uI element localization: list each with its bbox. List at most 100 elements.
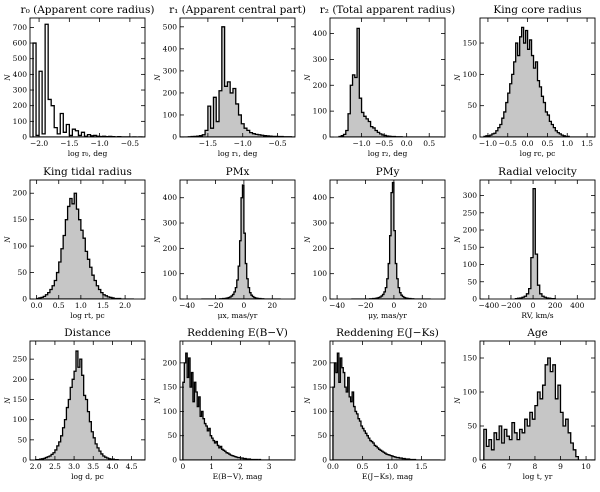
y-tick-label: 700	[13, 23, 28, 32]
y-tick-label: 0	[322, 133, 327, 142]
x-tick-label: −400	[479, 301, 500, 310]
y-tick-label: 150	[313, 383, 328, 392]
panel-title: Reddening E(J−Ks)	[336, 327, 439, 339]
x-tick-label: 3	[267, 462, 272, 471]
y-tick-label: 150	[463, 39, 478, 48]
panel-title: PMx	[226, 166, 250, 178]
y-tick-label: 0	[172, 456, 177, 465]
y-tick-label: 100	[463, 388, 478, 397]
y-tick-label: 100	[463, 260, 478, 269]
x-tick-label: 1.5	[581, 139, 593, 148]
y-tick-label: 300	[313, 219, 328, 228]
x-tick-label: 1.0	[561, 139, 573, 148]
plot-frame	[29, 340, 146, 461]
x-axis-label: log r₁, deg	[218, 149, 258, 158]
x-tick-label: −200	[501, 301, 522, 310]
x-tick-label: −1.5	[60, 139, 78, 148]
panel-title: r₁ (Apparent central part)	[169, 4, 306, 16]
x-tick-label: 1.5	[415, 462, 427, 471]
y-tick-label: 100	[313, 269, 328, 278]
y-axis-label: N	[454, 74, 462, 82]
y-tick-label: 200	[313, 81, 328, 90]
y-tick-label: 50	[317, 431, 327, 440]
y-tick-label: 50	[167, 431, 177, 440]
x-tick-label: 7	[507, 462, 512, 471]
panel-1: r₀ (Apparent core radius) −2.0 −1.5 −1.0 −0.…	[4, 4, 154, 158]
y-axis-label: N	[154, 236, 162, 244]
x-tick-label: 3.0	[68, 462, 80, 471]
x-tick-label: 8	[533, 462, 538, 471]
panel-title: Age	[526, 327, 548, 339]
x-tick-label: 0	[391, 301, 396, 310]
y-tick-label: 400	[163, 193, 178, 202]
histogram-bars	[35, 350, 145, 460]
x-tick-label: 3.5	[87, 462, 99, 471]
y-tick-label: 150	[13, 215, 28, 224]
y-tick-label: 400	[13, 70, 28, 79]
y-axis-label: N	[154, 74, 162, 82]
histogram-bars	[483, 357, 595, 460]
y-tick-label: 100	[13, 242, 28, 251]
histogram-bars	[483, 26, 594, 137]
x-tick-label: 0.0	[31, 301, 43, 310]
y-tick-label: 500	[13, 54, 28, 63]
x-tick-label: 4.5	[126, 462, 138, 471]
panel-title: Radial velocity	[498, 166, 577, 178]
x-axis-label: log r₂, deg	[368, 149, 408, 158]
x-axis-label: log t, yr	[523, 472, 553, 481]
y-axis-label: N	[304, 74, 312, 82]
histogram-bars	[338, 27, 443, 137]
panel-5: King tidal radius 0.0 0.5 1.0 1.5 2.0 0 50 100 15…	[4, 166, 146, 320]
y-tick-label: 0	[322, 456, 327, 465]
plot-frame	[329, 17, 446, 138]
y-tick-label: 400	[313, 193, 328, 202]
panel-title: PMy	[376, 166, 400, 178]
panel-title: r₀ (Apparent core radius)	[21, 4, 155, 16]
x-tick-label: 2.0	[30, 462, 42, 471]
y-tick-label: 250	[463, 208, 478, 217]
y-tick-label: 50	[467, 277, 477, 286]
y-tick-label: 100	[313, 107, 328, 116]
x-axis-label: μx, mas/yr	[218, 311, 258, 320]
histogram-bars	[332, 352, 441, 460]
y-tick-label: 0	[22, 295, 27, 304]
y-axis-label: N	[454, 397, 462, 405]
panel-4: King core radius −1.0 −0.5 0.0 0.5 1.0 1.5 0 50 1…	[454, 4, 596, 158]
y-tick-label: 250	[13, 355, 28, 364]
plot-frame	[329, 340, 446, 461]
y-tick-label: 300	[163, 219, 178, 228]
x-tick-label: −0.5	[268, 139, 286, 148]
x-tick-label: 0	[531, 301, 536, 310]
x-tick-label: −20	[208, 301, 224, 310]
histogram-bars	[182, 352, 293, 460]
x-tick-label: −0.5	[375, 139, 393, 148]
y-axis-label: N	[304, 397, 312, 405]
panel-title: King core radius	[493, 4, 581, 16]
y-tick-label: 200	[463, 226, 478, 235]
x-tick-label: 10	[581, 462, 591, 471]
x-tick-label: 0	[241, 301, 246, 310]
y-tick-label: 200	[163, 244, 178, 253]
x-tick-label: −2.0	[30, 139, 48, 148]
x-tick-label: −0.5	[121, 139, 139, 148]
y-tick-label: 200	[313, 244, 328, 253]
x-tick-label: −20	[358, 301, 374, 310]
y-tick-label: 400	[163, 44, 178, 53]
x-tick-label: 2	[238, 462, 243, 471]
x-tick-label: 6	[481, 462, 486, 471]
x-tick-label: 0.0	[401, 139, 413, 148]
x-axis-label: E(B−V), mag	[213, 472, 263, 481]
panel-title: Reddening E(B−V)	[187, 327, 288, 339]
y-tick-label: 0	[472, 456, 477, 465]
histogram-bars	[180, 26, 295, 137]
y-tick-label: 300	[13, 86, 28, 95]
y-axis-label: N	[4, 74, 12, 82]
x-tick-label: 20	[418, 301, 428, 310]
y-tick-label: 150	[463, 243, 478, 252]
panel-9: Distance 2.0 2.5 3.0 3.5 4.0 4.5 0 50 100 150 200 25…	[4, 327, 146, 481]
x-axis-label: log r₀, deg	[68, 149, 108, 158]
panel-2: r₁ (Apparent central part) −1.5 −1.0 −0.5 0 1…	[154, 4, 306, 158]
x-axis-label: RV, km/s	[521, 311, 553, 320]
